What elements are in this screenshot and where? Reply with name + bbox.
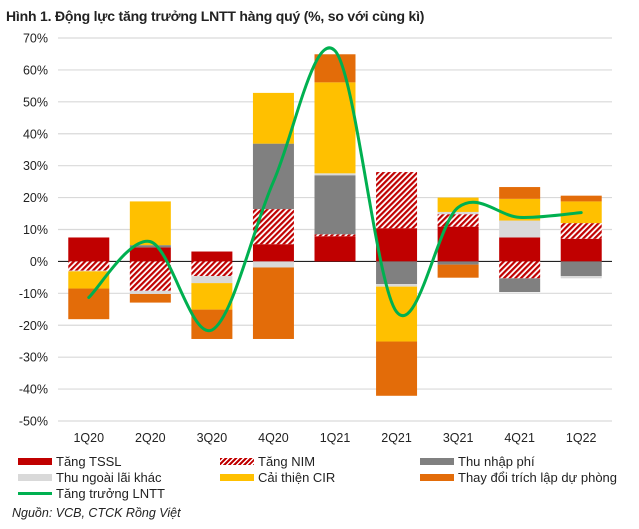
legend-swatch — [420, 473, 454, 481]
y-tick-label: -40% — [19, 383, 48, 397]
bar-segment — [191, 261, 233, 277]
bar-segment — [376, 172, 418, 229]
bar-segment — [191, 276, 233, 284]
bar-segment — [252, 267, 294, 339]
legend-item-tang-truong-lntt: Tăng trưởng LNTT — [18, 485, 165, 501]
line-tang-truong-lntt — [87, 46, 583, 332]
bar-segment — [560, 223, 602, 239]
legend-item-thu-ngoai-lai-khac: Thu ngoài lãi khác — [18, 469, 162, 485]
bar-segment — [499, 220, 541, 238]
y-tick-label: -30% — [19, 351, 48, 365]
bar-segment — [314, 234, 356, 237]
bar-segment — [437, 211, 479, 215]
bar-segment — [499, 237, 541, 262]
legend-swatch — [220, 473, 254, 481]
legend-label: Tăng TSSL — [56, 453, 122, 469]
x-tick-label: 3Q21 — [443, 431, 474, 445]
y-tick-label: -50% — [19, 415, 48, 429]
legend-swatch — [18, 473, 52, 481]
y-tick-label: 70% — [23, 32, 48, 46]
bar-segment — [314, 236, 356, 262]
bar-segment — [499, 187, 541, 199]
legend-label: Thay đổi trích lập dự phòng — [458, 469, 618, 485]
bar-segment — [376, 341, 418, 396]
x-tick-label: 2Q20 — [135, 431, 166, 445]
bar-segment — [68, 288, 110, 320]
bar-segment — [129, 261, 171, 291]
bar-segment — [252, 92, 294, 144]
source-note: Nguồn: VCB, CTCK Rồng Việt — [12, 506, 181, 520]
bar-segment — [129, 293, 171, 303]
legend-swatch — [220, 457, 254, 465]
legend-label: Thu ngoài lãi khác — [56, 469, 162, 485]
x-tick-label: 1Q21 — [320, 431, 351, 445]
bar-segment — [499, 278, 541, 293]
bar-segment — [129, 201, 171, 246]
bar-segment — [191, 251, 233, 262]
legend-label: Cải thiện CIR — [258, 469, 336, 485]
x-tick-label: 4Q20 — [258, 431, 289, 445]
y-tick-label: -20% — [19, 319, 48, 333]
bar-segment — [314, 82, 356, 174]
bar-segment — [252, 244, 294, 262]
y-tick-label: 0% — [30, 255, 48, 269]
x-tick-label: 3Q20 — [197, 431, 228, 445]
x-tick-label: 2Q21 — [381, 431, 412, 445]
bar-segment — [68, 270, 110, 272]
bar-segment — [437, 261, 479, 265]
bar-segment — [560, 261, 602, 277]
y-tick-label: 30% — [23, 159, 48, 173]
y-tick-label: 20% — [23, 191, 48, 205]
y-tick-label: 40% — [23, 127, 48, 141]
y-tick-label: 60% — [23, 63, 48, 77]
bar-segment — [560, 195, 602, 202]
x-tick-label: 1Q20 — [73, 431, 104, 445]
bar-segment — [437, 214, 479, 227]
bar-segment — [499, 261, 541, 279]
bar-segment — [560, 276, 602, 279]
legend-item-cai-thien-cir: Cải thiện CIR — [220, 469, 335, 485]
legend-item-thu-nhap-phi: Thu nhập phí — [420, 453, 535, 469]
bar-segment — [376, 228, 418, 262]
bar-segment — [68, 261, 110, 271]
bar-segment — [437, 264, 479, 278]
bar-segment — [68, 237, 110, 262]
bar-segment — [314, 173, 356, 176]
x-tick-label: 4Q21 — [504, 431, 535, 445]
legend-item-tang-tssl: Tăng TSSL — [18, 453, 122, 469]
legend-swatch — [420, 457, 454, 465]
legend-item-tang-nim: Tăng NIM — [220, 453, 315, 469]
legend-swatch — [18, 491, 52, 495]
bar-segment — [129, 290, 171, 294]
legend-item-du-phong: Thay đổi trích lập dự phòng — [420, 469, 617, 485]
bar-segment — [376, 261, 418, 285]
y-tick-label: -10% — [19, 287, 48, 301]
legend-label: Thu nhập phí — [458, 453, 535, 469]
legend-swatch — [18, 457, 52, 465]
bar-segment — [191, 283, 233, 310]
chart-plot: -50% -40% -30% -20% -10% 0% 10% 20% 30% 40% 50% 60%… — [19, 32, 612, 445]
legend-label: Tăng trưởng LNTT — [56, 485, 165, 501]
bar-segment — [314, 54, 356, 83]
y-tick-label: 50% — [23, 95, 48, 109]
bar-segment — [252, 261, 294, 268]
bar-segment — [129, 245, 171, 248]
y-tick-label: 10% — [23, 223, 48, 237]
x-tick-label: 1Q22 — [566, 431, 597, 445]
bar-segment — [252, 209, 294, 245]
bar-segment — [560, 238, 602, 262]
chart-title: Hình 1. Động lực tăng trưởng LNTT hàng q… — [6, 8, 425, 24]
bar-segment — [314, 175, 356, 235]
bar-segment — [252, 143, 294, 210]
bar-segment — [376, 284, 418, 287]
bar-segment — [437, 197, 479, 212]
legend-label: Tăng NIM — [258, 453, 316, 469]
